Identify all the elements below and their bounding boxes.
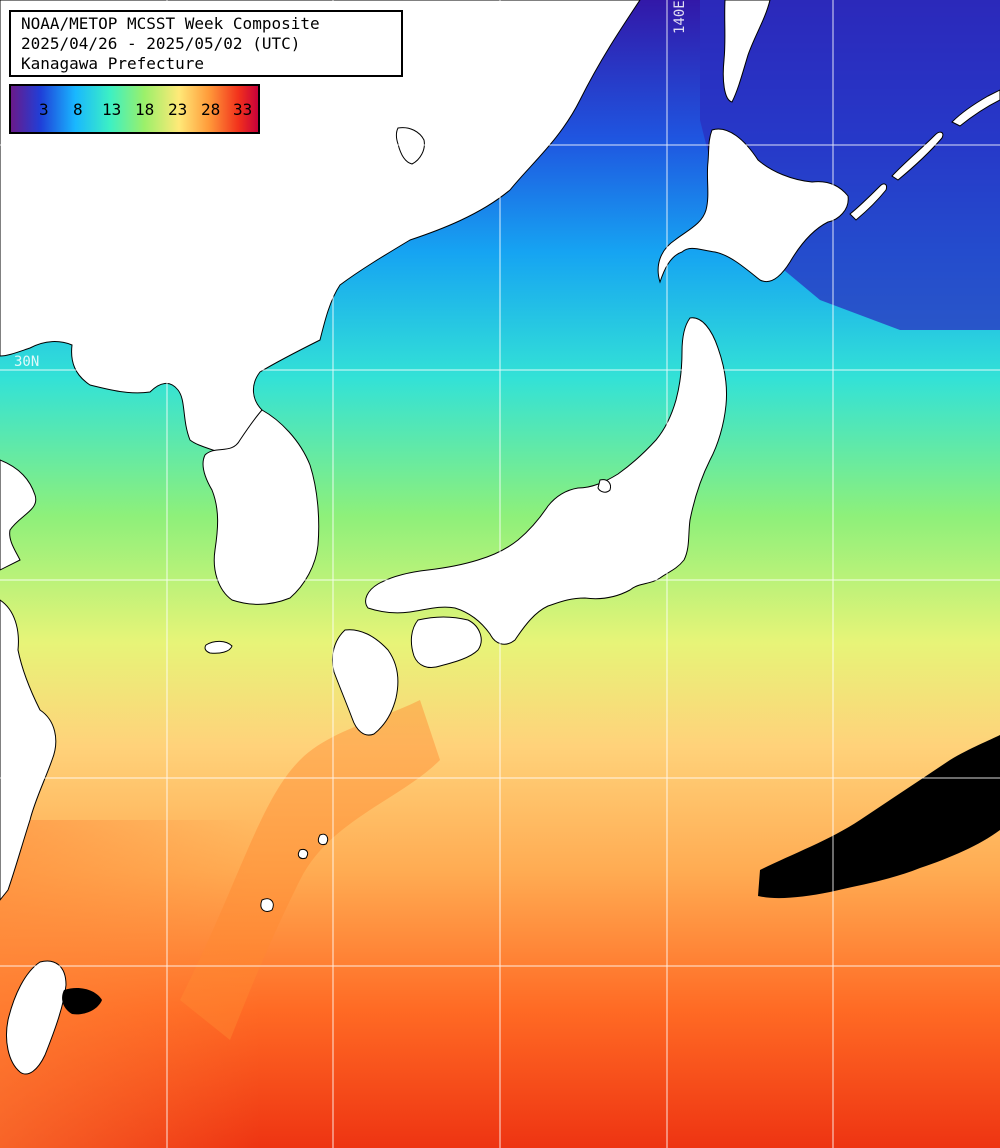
scale-tick-label: 3 xyxy=(39,100,49,119)
color-scale-bar xyxy=(11,86,258,132)
land-kuril-islands xyxy=(849,89,1000,221)
scale-tick-label: 28 xyxy=(201,100,221,119)
land-taiwan xyxy=(6,960,67,1075)
land-oki-island xyxy=(396,127,425,165)
land-hokkaido xyxy=(657,128,849,284)
map-title: NOAA/METOP MCSST Week Composite xyxy=(21,14,320,33)
temperature-color-scale: 3 8 13 18 23 28 33 xyxy=(9,84,260,134)
land-shikoku xyxy=(410,616,482,669)
cloud-cover xyxy=(62,735,1000,1015)
date-range: 2025/04/26 - 2025/05/02 (UTC) xyxy=(21,34,301,53)
color-scale-ticks: 3 8 13 18 23 28 33 xyxy=(11,86,258,132)
region-name: Kanagawa Prefecture xyxy=(21,54,205,73)
scale-tick-label: 13 xyxy=(102,100,122,119)
scale-tick-label: 33 xyxy=(233,100,253,119)
land-china-coast-south xyxy=(0,599,57,901)
land-kyushu xyxy=(331,629,399,736)
scale-tick-label: 18 xyxy=(135,100,155,119)
land-honshu xyxy=(365,317,727,645)
scale-tick-label: 23 xyxy=(168,100,188,119)
cloud-patch-east xyxy=(758,735,1000,899)
land-ryukyu-islands xyxy=(260,833,329,913)
map-title-box: NOAA/METOP MCSST Week Composite 2025/04/… xyxy=(9,10,403,77)
land-sakhalin xyxy=(722,0,771,103)
land-china-coast-north xyxy=(0,459,37,571)
scale-tick-label: 8 xyxy=(73,100,83,119)
land-jeju xyxy=(204,640,233,654)
latitude-label: 30N xyxy=(14,354,40,370)
longitude-label: 140E xyxy=(672,0,688,34)
cloud-patch-taiwan xyxy=(62,988,102,1015)
land-korea-peninsula xyxy=(202,409,320,605)
land-sado xyxy=(597,479,611,493)
